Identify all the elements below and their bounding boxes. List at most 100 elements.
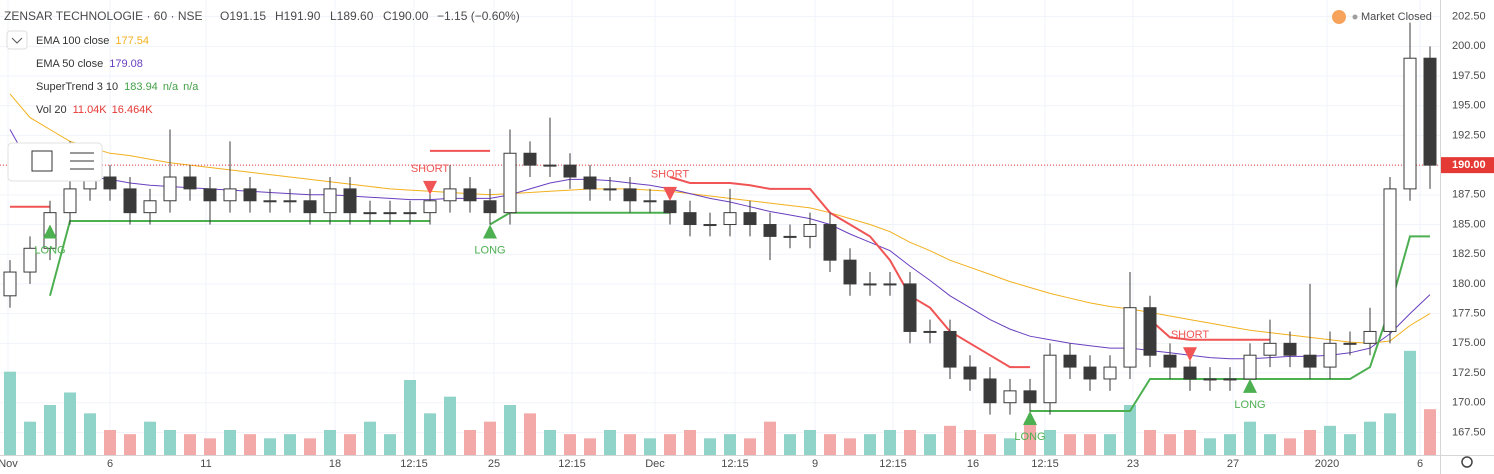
volume-bar xyxy=(1104,434,1116,455)
volume-bar xyxy=(1164,434,1176,455)
candle-body xyxy=(1263,342,1277,356)
lines-tool[interactable] xyxy=(70,152,94,170)
candle-body xyxy=(1383,188,1397,332)
volume-bar xyxy=(724,434,736,455)
settings-gear[interactable] xyxy=(1461,456,1473,468)
ohlc-change: −1.15 (−0.60%) xyxy=(437,9,520,23)
y-tick-label: 187.50 xyxy=(1452,189,1486,201)
candle-body xyxy=(23,247,37,273)
volume-bar xyxy=(704,438,716,455)
candle-body xyxy=(1043,354,1057,404)
candle-body xyxy=(523,152,537,166)
candle-body xyxy=(1363,330,1377,344)
candle-body xyxy=(1343,342,1357,345)
candle-body xyxy=(563,164,577,178)
volume-bar xyxy=(164,430,176,455)
volume-bar xyxy=(224,430,236,455)
signal-label: SHORT xyxy=(411,163,450,175)
indicator-name: Vol 20 xyxy=(36,104,67,116)
candle-body xyxy=(63,188,77,214)
candle-body xyxy=(1003,390,1017,404)
x-tick-label: 11 xyxy=(200,458,211,470)
candle-body xyxy=(723,212,737,226)
volume-bar xyxy=(1184,430,1196,455)
candle-body xyxy=(323,188,337,214)
rectangle-tool[interactable] xyxy=(31,150,53,172)
y-tick-label: 197.50 xyxy=(1452,70,1486,82)
volume-bar xyxy=(1264,434,1276,455)
volume-bar xyxy=(64,392,76,455)
candle-body xyxy=(123,188,137,214)
volume-bar xyxy=(844,438,856,455)
indicator-name: EMA 50 close xyxy=(36,58,103,70)
volume-bar xyxy=(1384,413,1396,455)
x-tick-label: 9 xyxy=(812,458,818,470)
candle-body xyxy=(303,200,317,214)
candle-body xyxy=(1183,366,1197,380)
collapse-icon xyxy=(11,37,23,44)
candle-body xyxy=(223,188,237,202)
candle-body xyxy=(1283,342,1297,356)
candle-body xyxy=(3,271,17,297)
volume-bar xyxy=(204,438,216,455)
candle-body xyxy=(663,200,677,214)
last-price-box xyxy=(1441,157,1494,174)
candle-body xyxy=(783,235,797,238)
signal-label: LONG xyxy=(1014,431,1045,443)
x-tick-label: Dec xyxy=(645,458,665,470)
volume-bar xyxy=(504,405,516,455)
volume-bar xyxy=(1024,421,1036,455)
volume-bar xyxy=(1004,438,1016,455)
volume-bar xyxy=(564,434,576,455)
volume-bar xyxy=(44,405,56,455)
candle-body xyxy=(483,200,497,214)
x-tick-label: 27 xyxy=(1227,458,1239,470)
signal-marker xyxy=(483,224,497,239)
volume-bar xyxy=(364,421,376,455)
volume-bar xyxy=(644,438,656,455)
volume-bar xyxy=(544,430,556,455)
candle-body xyxy=(703,224,717,227)
indicator-name: EMA 100 close xyxy=(36,35,109,47)
volume-bar xyxy=(124,434,136,455)
y-tick-label: 192.50 xyxy=(1452,129,1486,141)
volume-bar xyxy=(1064,434,1076,455)
candle-body xyxy=(1063,354,1077,368)
signal-marker xyxy=(1023,410,1037,425)
candle-body xyxy=(403,212,417,215)
candle-body xyxy=(143,200,157,214)
candle-body xyxy=(923,330,937,333)
volume-bar xyxy=(804,430,816,455)
x-tick-label: 12:15 xyxy=(558,458,586,470)
y-tick-label: 180.00 xyxy=(1452,278,1486,290)
collapse-button[interactable] xyxy=(6,30,28,50)
gear-icon[interactable] xyxy=(1461,456,1473,468)
volume-bar xyxy=(1124,405,1136,455)
candle-body xyxy=(1423,57,1437,166)
x-tick-label: 12:15 xyxy=(1031,458,1059,470)
candle-body xyxy=(1023,390,1037,404)
volume-bar xyxy=(184,434,196,455)
volume-bar xyxy=(584,438,596,455)
volume-bar xyxy=(624,434,636,455)
chart-title: ZENSAR TECHNOLOGIE · 60 · NSE xyxy=(4,9,203,23)
candle-body xyxy=(643,200,657,203)
candle-body xyxy=(503,152,517,214)
indicator-value: 177.54 xyxy=(115,35,149,47)
candle-body xyxy=(983,378,997,404)
signal-label: LONG xyxy=(1234,399,1265,411)
plot-area: LONG SHORT LONG SHORT LONG SHORT LONG xyxy=(0,0,1440,455)
volume-bar xyxy=(1224,434,1236,455)
indicator-line xyxy=(10,149,1270,369)
volume-bar xyxy=(304,438,316,455)
candle-body xyxy=(823,224,837,261)
volume-bar xyxy=(1044,430,1056,455)
y-tick-label: 182.50 xyxy=(1452,248,1486,260)
y-tick-label: 202.50 xyxy=(1452,11,1486,23)
candle-body xyxy=(763,224,777,237)
volume-bar xyxy=(84,413,96,455)
volume-bar xyxy=(904,430,916,455)
candle-body xyxy=(623,188,637,202)
signal-label: LONG xyxy=(474,244,505,256)
volume-bar xyxy=(784,434,796,455)
